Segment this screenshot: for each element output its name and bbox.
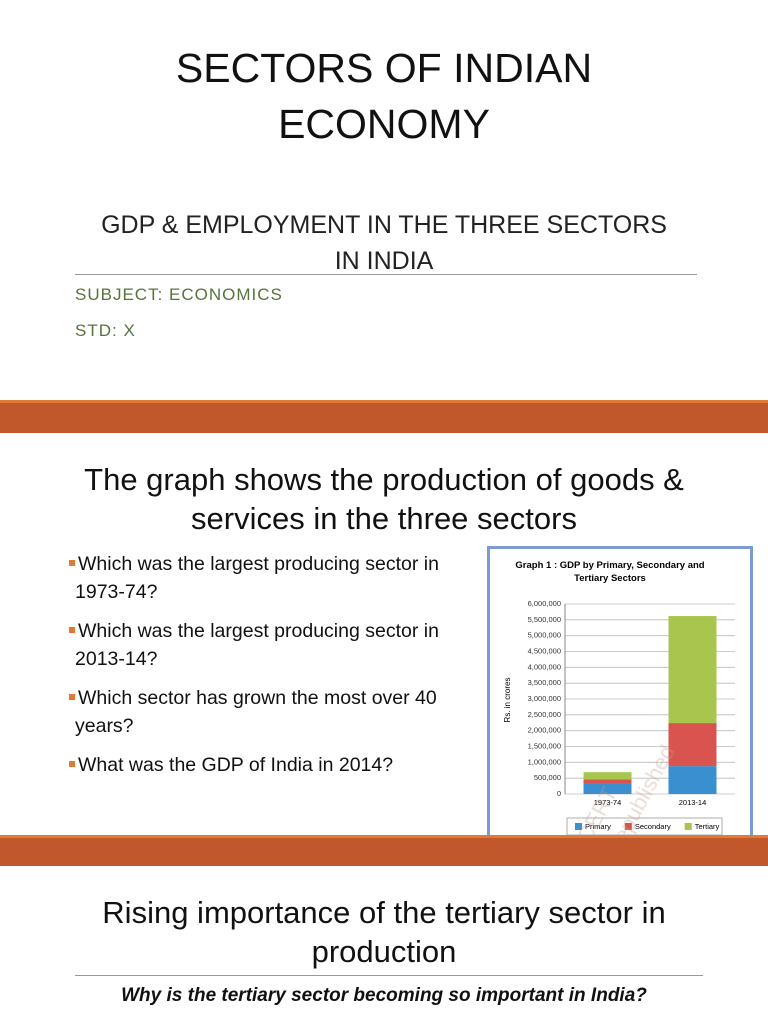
bar-segment xyxy=(668,766,717,794)
bar-segment xyxy=(668,616,717,724)
bar-segment xyxy=(583,783,632,794)
bullet: Which was the largest producing sector i… xyxy=(75,617,485,673)
x-tick-label: 2013-14 xyxy=(679,798,707,807)
x-tick-label: 1973-74 xyxy=(594,798,622,807)
legend-label: Tertiary xyxy=(695,822,720,831)
rule xyxy=(75,274,697,275)
detail: STD: X xyxy=(75,321,136,340)
y-tick-label: 4,000,000 xyxy=(528,662,561,671)
bullet: What was the GDP of India in 2014? xyxy=(75,751,485,779)
y-tick-label: 3,500,000 xyxy=(528,678,561,687)
chart-frame: Graph 1 : GDP by Primary, Secondary and … xyxy=(487,546,753,859)
slide-title: The graph shows the production of goods … xyxy=(84,462,684,536)
bullet: Which sector has grown the most over 40 … xyxy=(75,684,485,740)
slide-divider xyxy=(0,400,768,433)
y-tick-label: 3,000,000 xyxy=(528,694,561,703)
question: Why is the tertiary sector becoming so i… xyxy=(121,985,647,1006)
bullet: Which was the largest producing sector i… xyxy=(75,550,485,606)
slide-divider xyxy=(0,835,768,866)
y-tick-label: 4,500,000 xyxy=(528,646,561,655)
legend-swatch xyxy=(624,823,632,830)
legend-label: Primary xyxy=(585,822,611,831)
y-tick-label: 500,000 xyxy=(534,773,561,782)
y-tick-label: 5,000,000 xyxy=(528,631,561,640)
slide-title: Rising importance of the tertiary sector… xyxy=(102,895,666,969)
y-tick-label: 2,000,000 xyxy=(528,726,561,735)
y-tick-label: 2,500,000 xyxy=(528,710,561,719)
bar-segment xyxy=(583,779,632,784)
y-tick-label: 1,000,000 xyxy=(528,757,561,766)
slide-title: SECTORS OF INDIAN ECONOMY xyxy=(175,45,593,147)
y-tick-label: 0 xyxy=(557,789,561,798)
legend-swatch xyxy=(575,823,582,830)
slide-subtitle: GDP & EMPLOYMENT IN THE THREE SECTORS IN… xyxy=(101,211,667,275)
y-tick-label: 5,500,000 xyxy=(528,615,561,624)
y-tick-label: 1,500,000 xyxy=(528,741,561,750)
chart-title: Graph 1 : GDP by Primary, Secondary and … xyxy=(515,560,705,584)
y-axis-label: Rs. in crores xyxy=(503,678,512,723)
rule xyxy=(75,975,703,976)
chart: 0 500,000 1,000,000 1,500,000 2,000,000 2,500… xyxy=(503,599,735,856)
legend-swatch xyxy=(684,823,692,830)
y-tick-label: 6,000,000 xyxy=(528,599,561,608)
bar-segment xyxy=(668,723,717,767)
detail: SUBJECT: ECONOMICS xyxy=(75,285,283,304)
legend-label: Secondary xyxy=(635,822,671,831)
bar-segment xyxy=(583,772,632,780)
